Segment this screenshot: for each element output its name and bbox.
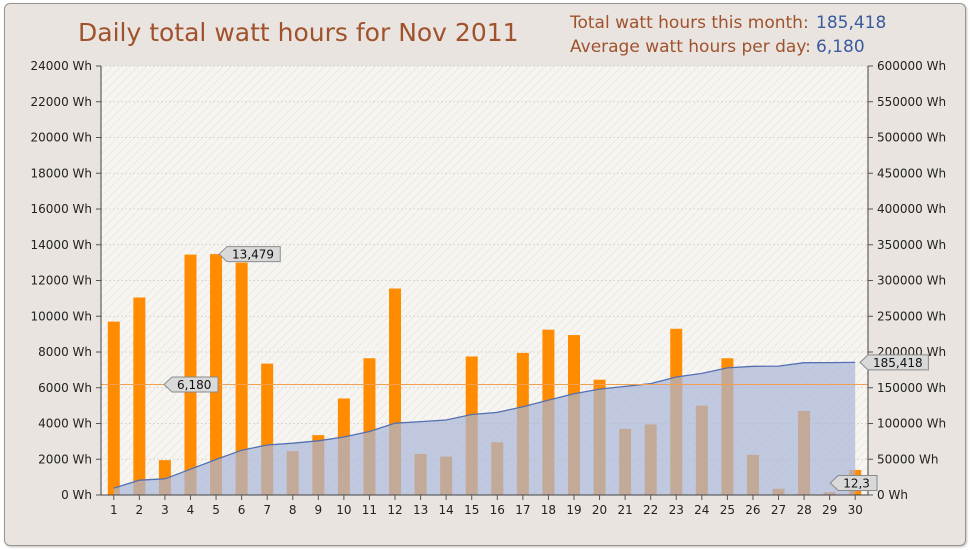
y-right-tick-label: 350000 Wh xyxy=(877,238,946,252)
y-left-tick-label: 10000 Wh xyxy=(31,309,92,323)
total-label-box xyxy=(859,354,929,371)
average-label: 6,180 xyxy=(177,378,211,392)
x-tick-label: 17 xyxy=(515,503,530,517)
y-left-tick-label: 8000 Wh xyxy=(38,345,92,359)
x-tick-label: 13 xyxy=(413,503,428,517)
x-tick-label: 8 xyxy=(289,503,297,517)
x-tick-label: 5 xyxy=(212,503,220,517)
x-tick-label: 7 xyxy=(263,503,271,517)
x-tick-label: 29 xyxy=(822,503,837,517)
y-right-tick-label: 100000 Wh xyxy=(877,417,946,431)
y-left-tick-label: 16000 Wh xyxy=(31,202,92,216)
x-tick-label: 14 xyxy=(439,503,454,517)
x-tick-label: 25 xyxy=(720,503,735,517)
y-right-tick-label: 500000 Wh xyxy=(877,131,946,145)
x-tick-label: 9 xyxy=(314,503,322,517)
last-bar-label-box xyxy=(829,474,878,491)
total-watt-hours-value: 185,418 xyxy=(816,13,887,33)
y-right-tick-label: 450000 Wh xyxy=(877,166,946,180)
max-bar-label: 13,479 xyxy=(232,248,274,262)
bar xyxy=(184,254,197,495)
x-tick-label: 15 xyxy=(464,503,479,517)
x-tick-label: 18 xyxy=(541,503,556,517)
average-watt-hours-value: 6,180 xyxy=(816,37,865,57)
x-tick-label: 12 xyxy=(387,503,402,517)
bar xyxy=(210,254,223,495)
x-tick-label: 16 xyxy=(490,503,505,517)
y-right-tick-label: 0 Wh xyxy=(877,488,908,502)
x-tick-label: 2 xyxy=(136,503,144,517)
x-tick-label: 28 xyxy=(796,503,811,517)
last-bar-label: 12,3 xyxy=(843,476,870,490)
x-tick-label: 23 xyxy=(669,503,684,517)
y-left-tick-label: 20000 Wh xyxy=(31,131,92,145)
x-tick-label: 19 xyxy=(566,503,581,517)
y-left-tick-label: 22000 Wh xyxy=(31,95,92,109)
x-tick-label: 6 xyxy=(238,503,246,517)
cumulative-area xyxy=(113,362,856,495)
x-tick-label: 11 xyxy=(362,503,377,517)
y-right-tick-label: 600000 Wh xyxy=(877,59,946,73)
y-right-tick-label: 550000 Wh xyxy=(877,95,946,109)
y-right-tick-label: 50000 Wh xyxy=(877,452,938,466)
y-right-tick-label: 400000 Wh xyxy=(877,202,946,216)
average-label-box xyxy=(163,376,219,393)
x-tick-label: 21 xyxy=(617,503,632,517)
x-tick-label: 24 xyxy=(694,503,709,517)
x-tick-label: 27 xyxy=(771,503,786,517)
bar xyxy=(107,321,120,495)
x-tick-label: 3 xyxy=(161,503,169,517)
bar xyxy=(133,297,146,495)
y-right-tick-label: 250000 Wh xyxy=(877,309,946,323)
y-left-tick-label: 4000 Wh xyxy=(38,417,92,431)
y-left-tick-label: 6000 Wh xyxy=(38,381,92,395)
x-tick-label: 10 xyxy=(336,503,351,517)
chart-title: Daily total watt hours for Nov 2011 xyxy=(78,18,519,47)
y-left-tick-label: 14000 Wh xyxy=(31,238,92,252)
x-tick-label: 1 xyxy=(110,503,118,517)
x-tick-label: 4 xyxy=(187,503,195,517)
y-left-tick-label: 0 Wh xyxy=(61,488,92,502)
total-label: 185,418 xyxy=(873,356,923,370)
x-tick-label: 20 xyxy=(592,503,607,517)
y-left-tick-label: 24000 Wh xyxy=(31,59,92,73)
average-watt-hours-label: Average watt hours per day: xyxy=(570,37,811,57)
y-left-tick-label: 18000 Wh xyxy=(31,166,92,180)
bar xyxy=(235,262,248,495)
y-right-tick-label: 300000 Wh xyxy=(877,274,946,288)
y-right-tick-label: 150000 Wh xyxy=(877,381,946,395)
x-tick-label: 30 xyxy=(848,503,863,517)
total-watt-hours-label: Total watt hours this month: xyxy=(570,13,809,33)
max-bar-label-box xyxy=(218,246,281,263)
x-tick-label: 26 xyxy=(745,503,760,517)
y-left-tick-label: 12000 Wh xyxy=(31,274,92,288)
y-left-tick-label: 2000 Wh xyxy=(38,452,92,466)
x-tick-label: 22 xyxy=(643,503,658,517)
cumulative-line xyxy=(113,361,856,489)
